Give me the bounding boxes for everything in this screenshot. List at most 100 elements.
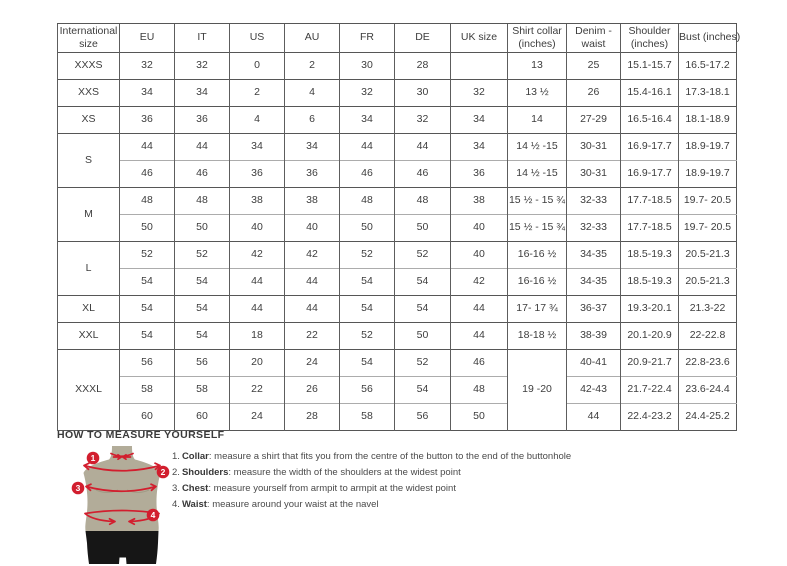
- table-row: S 44 44 34 34 44 44 34 14 ½ -15 30-31 16…: [57, 133, 737, 188]
- table-cell: 44: [229, 268, 285, 296]
- column-header: Bust (inches): [678, 23, 740, 53]
- table-cell: 44: [229, 295, 285, 323]
- column-header: Denim - waist: [566, 23, 621, 53]
- table-cell: 56: [339, 376, 395, 404]
- table-cell: 34: [450, 133, 508, 161]
- table-cell: 0: [229, 52, 285, 80]
- table-cell: 32: [394, 106, 451, 134]
- table-cell: 22: [284, 322, 340, 350]
- badge-number: 2: [161, 467, 166, 477]
- measure-section-title: HOW TO MEASURE YOURSELF: [57, 429, 225, 441]
- table-cell: 27-29: [566, 106, 621, 134]
- table-row: M 48 48 38 38 48 48 38 15 ½ - 15 ¾ 32-33…: [57, 187, 737, 242]
- table-cell: 36: [174, 106, 230, 134]
- table-cell: 16.9-17.7: [620, 160, 679, 188]
- table-cell: 20.5-21.3: [678, 241, 737, 269]
- table-cell: 22.8-23.6: [678, 349, 737, 377]
- table-cell: 24.4-25.2: [678, 403, 737, 431]
- table-row: 46 46 36 36 46 46 36 14 ½ -15 30-31 16.9…: [58, 160, 737, 188]
- table-cell: 36: [450, 160, 508, 188]
- table-cell: 56: [394, 403, 451, 431]
- table-cell: 2: [284, 52, 340, 80]
- measure-instructions-list: 1. Collar: measure a shirt that fits you …: [172, 449, 571, 513]
- column-header: International size: [57, 23, 120, 53]
- table-cell: 17.7-18.5: [620, 214, 679, 242]
- table-cell: 26: [284, 376, 340, 404]
- table-cell: 48: [450, 376, 508, 404]
- table-row: XXXS 32 32 0 2 30 28 13 25 15.1-15.7 16.…: [57, 52, 737, 80]
- table-cell: L: [57, 241, 120, 296]
- table-cell: 34: [284, 133, 340, 161]
- table-cell: 54: [394, 295, 451, 323]
- table-cell: 48: [119, 187, 175, 215]
- table-cell: 44: [119, 133, 175, 161]
- waist-measure-arrow: [84, 509, 160, 526]
- badge-number: 4: [151, 510, 156, 520]
- table-cell: 40-41: [566, 349, 621, 377]
- table-cell: 32: [450, 79, 508, 107]
- table-row: 50 50 40 40 50 50 40 15 ½ - 15 ¾ 32-33 1…: [58, 214, 737, 242]
- table-cell: 50: [394, 214, 451, 242]
- table-cell: 38: [229, 187, 285, 215]
- table-cell: 54: [394, 376, 451, 404]
- measurement-figure-icon: 1 2 3 4: [71, 446, 170, 564]
- badge-number: 3: [76, 483, 81, 493]
- table-cell: 15 ½ - 15 ¾: [507, 214, 567, 242]
- table-cell: 25: [566, 52, 621, 80]
- table-cell: 20.1-20.9: [620, 322, 679, 350]
- column-header: DE: [394, 23, 451, 53]
- item-label: Waist: [181, 499, 207, 510]
- shorts-shape: [85, 531, 159, 564]
- table-cell: 38: [284, 187, 340, 215]
- table-cell: 54: [394, 268, 451, 296]
- table-row: XS 36 36 4 6 34 32 34 14 27-29 16.5-16.4…: [57, 106, 737, 134]
- table-cell: 4: [229, 106, 285, 134]
- table-cell: 30: [339, 52, 395, 80]
- table-cell: 34-35: [566, 268, 621, 296]
- table-cell: 18-18 ½: [507, 322, 567, 350]
- table-cell: 26: [566, 79, 621, 107]
- table-cell: 42: [450, 268, 508, 296]
- table-cell: 24: [229, 403, 285, 431]
- table-cell: XXXS: [57, 52, 120, 80]
- item-text: : measure a shirt that fits you from the…: [208, 451, 572, 462]
- table-cell: 54: [174, 322, 230, 350]
- table-cell: 28: [394, 52, 451, 80]
- measure-badge-2: 2: [156, 465, 170, 479]
- table-cell: 34: [339, 106, 395, 134]
- table-cell: 46: [394, 160, 451, 188]
- table-cell: 16.9-17.7: [620, 133, 679, 161]
- table-cell: 20.9-21.7: [620, 349, 679, 377]
- table-cell: 44: [450, 295, 508, 323]
- table-cell: 56: [119, 349, 175, 377]
- list-item: 3. Chest: measure yourself from armpit to…: [172, 481, 571, 497]
- table-cell: 2: [229, 79, 285, 107]
- measure-badge-3: 3: [71, 481, 85, 495]
- table-cell: 16-16 ½: [507, 241, 567, 269]
- table-cell: 58: [174, 376, 230, 404]
- table-cell: 19.7- 20.5: [678, 214, 737, 242]
- table-cell: 54: [119, 268, 175, 296]
- item-label: Collar: [181, 451, 209, 462]
- table-cell: 48: [394, 187, 451, 215]
- item-text: : measure yourself from armpit to armpit…: [208, 483, 456, 494]
- item-number: 1.: [172, 451, 180, 462]
- shoulders-measure-arrow: [83, 462, 161, 472]
- table-cell: 18: [229, 322, 285, 350]
- table-row: 58 58 22 26 56 54 48 42-43 21.7-22.4 23.…: [58, 376, 737, 404]
- table-cell: 36: [284, 160, 340, 188]
- table-cell: 54: [339, 268, 395, 296]
- list-item: 4. Waist: measure around your waist at th…: [172, 497, 571, 513]
- table-cell: 36: [229, 160, 285, 188]
- table-cell: 21.7-22.4: [620, 376, 679, 404]
- chest-measure-arrow: [85, 483, 157, 493]
- table-cell: 18.5-19.3: [620, 268, 679, 296]
- table-cell: 52: [394, 349, 451, 377]
- column-header: IT: [174, 23, 230, 53]
- table-cell: 46: [450, 349, 508, 377]
- table-cell: 14 ½ -15: [507, 160, 567, 188]
- table-cell: 16.5-16.4: [620, 106, 679, 134]
- table-cell: 54: [174, 295, 230, 323]
- table-cell: 30-31: [566, 133, 621, 161]
- collar-measure-arrow: [110, 452, 134, 461]
